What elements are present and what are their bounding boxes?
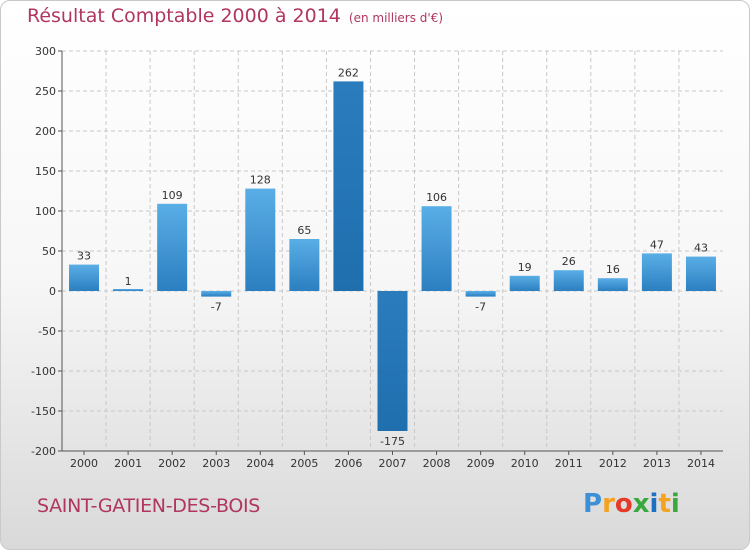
data-label: 109 xyxy=(162,189,183,202)
x-tick-label: 2010 xyxy=(511,457,539,470)
bar-2014 xyxy=(685,256,716,291)
logo-letter: x xyxy=(632,489,650,519)
data-labels: 33 1 109 -7 128 65 262 -175 106 -7 19 26 16 47 43 xyxy=(77,66,708,448)
data-label: 47 xyxy=(650,238,664,251)
y-tick-label: -50 xyxy=(38,325,56,338)
logo-letter: r xyxy=(602,489,615,519)
data-label: 106 xyxy=(426,191,447,204)
x-tick-label: 2009 xyxy=(467,457,495,470)
x-tick-label: 2011 xyxy=(555,457,583,470)
bar-2009 xyxy=(465,291,496,297)
bar-2012 xyxy=(597,278,628,291)
x-tick-label: 2005 xyxy=(290,457,318,470)
data-label: 65 xyxy=(297,224,311,237)
y-tick-label: 200 xyxy=(35,125,56,138)
y-tick-labels: -200 -150 -100 -50 0 50 100 150 200 250 300 xyxy=(31,45,56,458)
x-tick-label: 2014 xyxy=(687,457,715,470)
axes xyxy=(58,50,723,455)
data-label: 43 xyxy=(694,242,708,255)
y-tick-label: 150 xyxy=(35,165,56,178)
bar-2005 xyxy=(289,239,320,291)
data-label: 33 xyxy=(77,250,91,263)
bar-2002 xyxy=(157,203,188,291)
y-tick-label: 250 xyxy=(35,85,56,98)
x-tick-label: 2006 xyxy=(334,457,362,470)
x-tick-label: 2003 xyxy=(202,457,230,470)
data-label: -7 xyxy=(211,301,222,314)
logo-letter: i xyxy=(670,489,680,519)
data-label: -7 xyxy=(475,301,486,314)
bar-2007 xyxy=(377,291,408,431)
bar-2004 xyxy=(245,188,276,291)
bar-2000 xyxy=(69,264,100,291)
bar-2010 xyxy=(509,275,540,291)
x-tick-label: 2012 xyxy=(599,457,627,470)
logo-letter: i xyxy=(649,489,659,519)
data-label: 16 xyxy=(606,263,620,276)
data-label: -175 xyxy=(380,435,405,448)
bar-2003 xyxy=(201,291,232,297)
y-tick-label: 100 xyxy=(35,205,56,218)
bar-2008 xyxy=(421,206,452,291)
x-tick-label: 2007 xyxy=(379,457,407,470)
logo-letter: o xyxy=(614,489,633,519)
data-label: 26 xyxy=(562,255,576,268)
data-label: 262 xyxy=(338,66,359,79)
chart-title: Résultat Comptable 2000 à 2014 (en millie… xyxy=(27,5,443,35)
x-tick-label: 2004 xyxy=(246,457,274,470)
x-tick-label: 2002 xyxy=(158,457,186,470)
y-tick-label: 300 xyxy=(35,45,56,58)
y-tick-label: -100 xyxy=(31,365,56,378)
logo-letter: P xyxy=(583,489,603,519)
proxiti-logo[interactable]: Proxiti xyxy=(583,489,680,519)
y-tick-label: -150 xyxy=(31,405,56,418)
data-label: 128 xyxy=(250,174,271,187)
bar-2013 xyxy=(641,253,672,291)
x-tick-label: 2000 xyxy=(70,457,98,470)
bar-2006 xyxy=(333,81,364,292)
x-tick-label: 2008 xyxy=(423,457,451,470)
bars xyxy=(69,81,716,431)
commune-name: SAINT-GATIEN-DES-BOIS xyxy=(37,495,261,517)
x-tick-label: 2013 xyxy=(643,457,671,470)
y-tick-label: 0 xyxy=(49,285,56,298)
y-tick-label: -200 xyxy=(31,445,56,458)
chart-subtitle: (en milliers d'€) xyxy=(348,11,444,25)
x-tick-labels: 2000 2001 2002 2003 2004 2005 2006 2007 2008 2009… xyxy=(70,457,715,470)
logo-letter: t xyxy=(658,489,671,519)
data-label: 19 xyxy=(518,261,532,274)
bar-2011 xyxy=(553,270,584,291)
x-tick-label: 2001 xyxy=(114,457,142,470)
data-label: 1 xyxy=(125,275,132,288)
y-tick-label: 50 xyxy=(42,245,56,258)
chart-title-text: Résultat Comptable 2000 à 2014 xyxy=(27,5,341,27)
bar-2001 xyxy=(113,289,144,291)
